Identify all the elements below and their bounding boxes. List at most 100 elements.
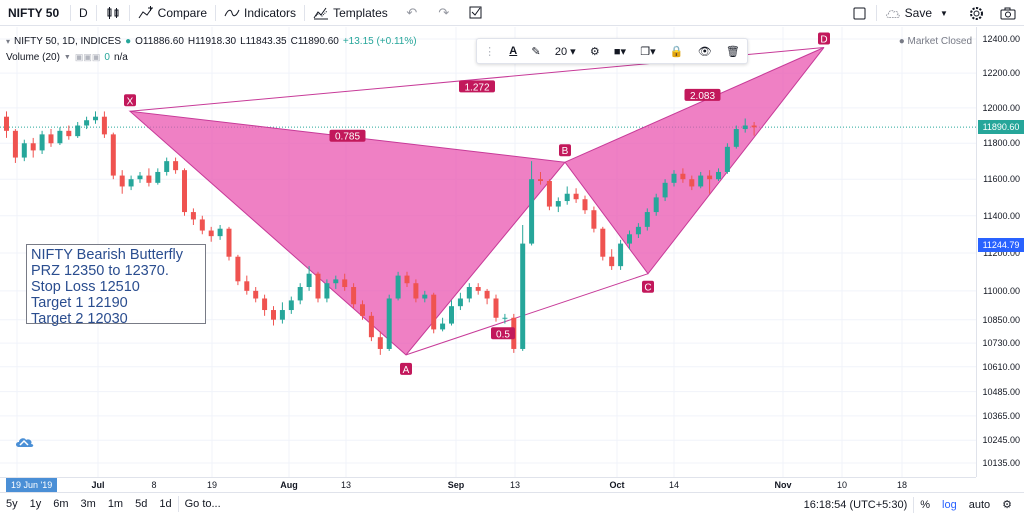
toolbar-divider [95,4,97,21]
candle-body [173,161,179,171]
auto-toggle[interactable]: auto [968,498,991,511]
price-axis-label: 11600.00 [983,174,1020,185]
time-axis[interactable]: 19 Jun '19 Jul 8 19 Aug 13 Sep 13 Oct 14 Nov 10 18 [0,477,976,492]
interval-button[interactable]: D [79,5,88,20]
legend-change: +13.15 (+0.11%) [342,36,417,47]
templates-icon [313,5,329,21]
candle-body [733,129,739,147]
candle-body [546,181,552,207]
undo-button[interactable]: ↶ [396,0,428,26]
toolbar-divider [128,4,130,21]
candle-body [742,125,748,130]
range-3m[interactable]: 3m [80,498,96,510]
candle-body [128,179,134,187]
time-axis-label: 14 [668,480,680,490]
trash-icon[interactable]: 🗑 [725,45,740,58]
templates-button[interactable]: Templates [305,0,396,26]
templates-label: Templates [333,5,388,20]
compare-button[interactable]: Compare [130,0,215,26]
range-6m[interactable]: 6m [53,498,69,510]
chevron-down-icon[interactable]: ▼ [63,54,71,61]
candle-body [84,120,90,126]
chart-type-button[interactable] [97,0,129,26]
candle-body [662,182,668,198]
candle-body [288,300,294,311]
range-1y[interactable]: 1y [29,498,42,510]
goto-button[interactable]: Go to... [184,498,221,510]
legend-open: O11886.60 [135,36,184,47]
gear-icon [968,5,984,21]
fullscreen-button[interactable] [844,0,876,26]
font-size-select[interactable]: 20 ▾ [554,45,576,58]
price-chart[interactable]: X A B C D 0.785 1.272 2.083 0.5 [0,27,976,477]
range-1d[interactable]: 1d [159,498,172,510]
log-toggle[interactable]: log [942,498,957,511]
point-a-label-bg [400,362,412,375]
timezone-button[interactable]: 16:18:54 (UTC+5:30) [803,498,908,511]
candle-body [644,212,650,227]
collapse-icon[interactable]: ▾ [6,37,11,46]
butterfly-pattern[interactable] [128,46,825,356]
price-axis-label: 11200.00 [983,247,1020,258]
candlestick-series [4,111,757,355]
candle-body [716,171,721,180]
settings-icon[interactable]: ⚙ [589,45,600,58]
ratio-xb-label: 0.785 [329,129,366,143]
pencil-icon[interactable]: ✎ [531,45,541,58]
candle-body [190,212,196,220]
range-1m[interactable]: 1m [107,498,124,510]
ratio-xd-label-bg [459,80,495,93]
range-5y[interactable]: 5y [6,498,18,510]
current-price-tag: 11890.60 [978,120,1024,135]
legend-buttons-icon[interactable]: ▣▣▣ [74,52,101,62]
settings-button[interactable] [960,0,992,26]
candle-body [502,317,508,319]
ratio-ac-label-bg [491,327,515,340]
text-color-icon[interactable]: A [509,45,518,57]
screenshot-button[interactable] [992,0,1024,26]
candle-body [724,146,730,172]
symbol-search[interactable]: NIFTY 50 [8,5,60,20]
toolbar-divider [913,496,915,513]
candle-body [306,273,312,288]
point-x-label-bg [124,94,136,107]
chart-pane[interactable]: X A B C D 0.785 1.272 2.083 0.5 [0,27,976,477]
candles-icon [105,5,121,21]
settings-gear-button[interactable]: ⚙ [996,498,1018,511]
time-axis-label: 19 [206,480,218,490]
cloud-sync-icon[interactable] [14,434,34,450]
redo-button[interactable]: ↷ [428,0,460,26]
candle-body [635,226,641,235]
time-axis-label: 8 [151,480,157,490]
ratio-ac-label: 0.5 [491,327,515,340]
ratio-bd-label-text: 2.083 [690,91,715,102]
candle-body [671,173,677,183]
candle-body [4,116,9,131]
percent-toggle[interactable]: % [920,498,931,511]
range-5d[interactable]: 5d [135,498,148,510]
pattern-labels[interactable]: X A B C D 0.785 1.272 2.083 0.5 [124,32,830,376]
bottom-toolbar: 5y 1y 6m 3m 1m 5d 1d Go to... 16:18:54 (… [0,492,1024,515]
eye-icon[interactable]: 👁 [697,45,712,58]
fill-color-icon[interactable]: ■▾ [613,45,627,58]
font-size-value: 20 [554,45,568,58]
indicators-button[interactable]: Indicators [216,0,304,26]
drag-handle-icon[interactable]: ⋮ [484,45,496,58]
market-status: ● Market Closed [898,36,972,47]
time-axis-label: Jul [91,480,105,490]
lock-icon[interactable]: 🔒 [669,45,684,58]
drawing-toolbar: ⋮ A ✎ 20 ▾ ⚙ ■▾ ❐▾ 🔒 👁 🗑 [476,38,748,64]
toolbar-divider [215,4,217,21]
time-axis-label: 18 [896,480,908,490]
candle-body [342,279,348,288]
pattern-note[interactable]: NIFTY Bearish Butterfly PRZ 12350 to 123… [26,244,206,327]
save-button[interactable]: Save ▼ [877,0,960,26]
clone-icon[interactable]: ❐▾ [640,45,656,58]
candle-body [422,294,428,299]
market-status-label: Market Closed [907,36,972,47]
time-axis-label: 13 [340,480,352,490]
candle-body [75,125,81,137]
price-axis[interactable]: 12400.00 12200.00 12000.00 11800.00 11600.00… [976,27,1024,477]
candle-body [279,310,285,320]
checklist-button[interactable] [460,0,492,26]
